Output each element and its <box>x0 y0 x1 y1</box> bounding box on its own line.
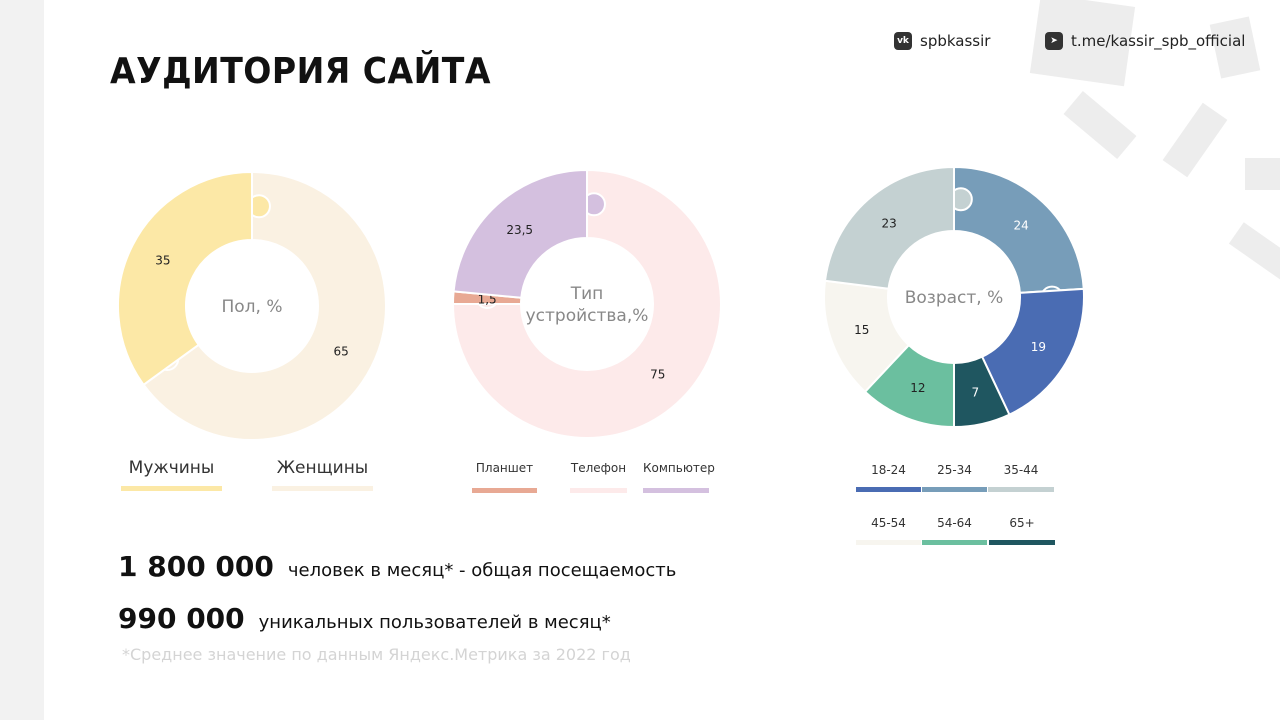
data-label: 24 <box>1013 219 1028 233</box>
page-title: АУДИТОРИЯ САЙТА <box>110 51 491 92</box>
donut-segment-компьютер <box>452 168 588 299</box>
legend-swatch <box>121 486 222 491</box>
legend-item-35-44: 35-44 <box>988 463 1054 492</box>
legend-label: 54-64 <box>937 516 972 530</box>
donut-segment-25-34 <box>953 165 1085 294</box>
legend-label: 45-54 <box>871 516 906 530</box>
legend-swatch <box>472 488 537 493</box>
stat-number: 990 000 <box>118 602 245 635</box>
legend-swatch <box>272 486 373 491</box>
legend-swatch <box>643 488 709 493</box>
stat-description: уникальных пользователей в месяц* <box>258 612 611 633</box>
social-telegram[interactable]: ➤ t.me/kassir_spb_official <box>1045 32 1245 50</box>
legend-label: 25-34 <box>937 463 972 477</box>
vk-icon: vk <box>894 32 912 50</box>
legend-item-25-34: 25-34 <box>922 463 987 492</box>
data-label: 65 <box>333 344 348 358</box>
legend-label: Женщины <box>276 458 369 478</box>
telegram-icon: ➤ <box>1045 32 1063 50</box>
left-margin-strip <box>0 0 44 720</box>
data-label: 12 <box>910 381 925 395</box>
social-vk[interactable]: vk spbkassir <box>894 32 990 50</box>
legend-swatch <box>988 487 1054 492</box>
data-label: 7 <box>972 386 980 400</box>
legend-label: Телефон <box>570 461 627 475</box>
chart-center-title: Пол, % <box>221 297 282 317</box>
legend-swatch <box>989 540 1055 545</box>
legend-swatch <box>570 488 627 493</box>
stat-total-visits: 1 800 000 человек в месяц* - общая посещ… <box>118 550 676 583</box>
footnote: *Среднее значение по данным Яндекс.Метри… <box>122 645 631 664</box>
gender-donut-chart: 65 35 Пол, % <box>117 170 387 441</box>
legend-item-45-54: 45-54 <box>856 516 921 545</box>
stat-description: человек в месяц* - общая посещаемость <box>287 560 677 581</box>
social-vk-handle: spbkassir <box>920 32 991 50</box>
legend-item-65-plus: 65+ <box>989 516 1055 545</box>
legend-swatch <box>856 487 921 492</box>
data-label: 35 <box>155 254 170 268</box>
legend-item-54-64: 54-64 <box>922 516 987 545</box>
legend-swatch <box>922 540 987 545</box>
donut-segment-телефон <box>451 168 722 439</box>
donut-segment-женщины <box>142 170 387 441</box>
legend-item-tablet: Планшет <box>472 461 537 493</box>
donut-segment-мужчины <box>117 170 253 387</box>
legend-item-18-24: 18-24 <box>856 463 921 492</box>
donut-segment-35-44 <box>823 165 955 290</box>
legend-item-phone: Телефон <box>570 461 627 493</box>
age-donut-chart: 24 19 7 12 15 23 Возраст, % <box>823 165 1085 429</box>
legend-label: 35-44 <box>1003 463 1039 477</box>
data-label: 23 <box>882 216 897 230</box>
data-label: 75 <box>650 368 665 382</box>
legend-item-men: Мужчины <box>121 458 222 491</box>
stat-number: 1 800 000 <box>118 550 274 583</box>
social-telegram-handle: t.me/kassir_spb_official <box>1071 32 1246 50</box>
legend-label: 18-24 <box>871 463 906 477</box>
legend-label: Мужчины <box>128 458 215 478</box>
chart-center-title: Возраст, % <box>905 288 1004 308</box>
legend-label: Планшет <box>475 461 534 475</box>
legend-swatch <box>856 540 921 545</box>
legend-label: 65+ <box>1009 516 1035 530</box>
chart-center-title: Тип <box>570 284 604 304</box>
data-label: 23,5 <box>506 223 533 237</box>
donut-segment-18-24 <box>980 287 1085 416</box>
legend-item-computer: Компьютер <box>643 461 715 493</box>
legend-label: Компьютер <box>643 461 715 475</box>
stat-unique-users: 990 000 уникальных пользователей в месяц… <box>118 602 611 635</box>
legend-swatch <box>922 487 987 492</box>
chart-center-title: устройства,% <box>526 306 649 326</box>
legend-item-women: Женщины <box>272 458 373 491</box>
decorative-ticket-shape <box>1245 158 1280 190</box>
data-label: 15 <box>854 323 869 337</box>
data-label: 19 <box>1031 340 1046 354</box>
